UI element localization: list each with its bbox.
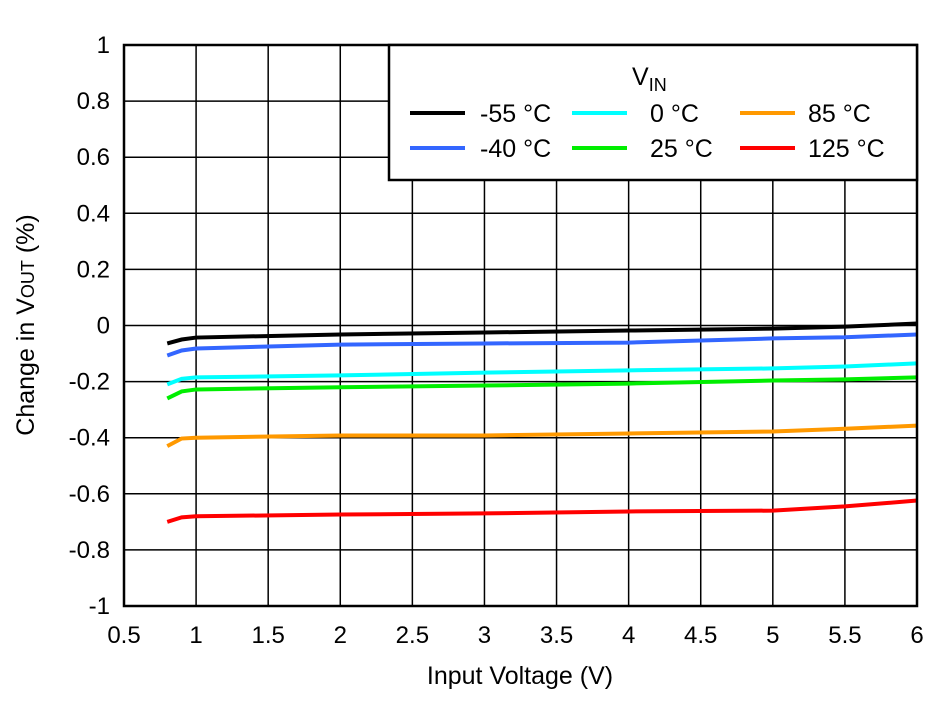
y-tick-labels: 1 0.8 0.6 0.4 0.2 0 -0.2 -0.4 -0.6 -0.8 -1 <box>69 32 110 620</box>
series-line-4 <box>166 423 918 448</box>
x-tick-label: 1 <box>189 622 202 649</box>
series-line-3 <box>166 375 918 401</box>
series-line-5 <box>166 498 918 524</box>
x-tick-label: 3 <box>478 622 491 649</box>
x-tick-label: 4.5 <box>684 622 717 649</box>
x-tick-label: 6 <box>910 622 923 649</box>
x-tick-label: 5.5 <box>828 622 861 649</box>
legend-title: VIN <box>632 63 667 95</box>
legend-entry: -55 °C <box>480 100 551 128</box>
x-tick-labels: 0.5 1 1.5 2 2.5 3 3.5 4 4.5 5 5.5 6 <box>107 622 923 649</box>
series-lines <box>166 321 918 524</box>
y-tick-label: 0.2 <box>77 256 110 283</box>
legend: VIN -55 °C -40 °C 0 °C 25 °C 85 °C 125 °C <box>387 43 919 182</box>
y-tick-label: -1 <box>89 593 110 620</box>
legend-entry: -40 °C <box>480 135 551 163</box>
series-line-0 <box>166 321 918 346</box>
x-axis-label: Input Voltage (V) <box>427 662 613 690</box>
y-tick-label: 0.6 <box>77 144 110 171</box>
x-tick-label: 1.5 <box>251 622 284 649</box>
x-tick-label: 5 <box>766 622 779 649</box>
y-tick-label: -0.2 <box>69 369 110 396</box>
y-axis-label: Change in VOUT (%) <box>12 214 40 435</box>
legend-entry: 85 °C <box>808 100 871 128</box>
y-tick-label: 1 <box>97 32 110 59</box>
series-line-1 <box>166 332 918 358</box>
legend-entry: 0 °C <box>650 100 699 128</box>
x-tick-label: 4 <box>622 622 635 649</box>
y-tick-label: -0.4 <box>69 425 110 452</box>
y-tick-label: 0 <box>97 313 110 340</box>
legend-entry: 25 °C <box>650 135 713 163</box>
x-tick-label: 2 <box>334 622 347 649</box>
x-tick-label: 0.5 <box>107 622 140 649</box>
y-tick-label: 0.4 <box>77 200 110 227</box>
x-tick-label: 2.5 <box>396 622 429 649</box>
y-tick-label: 0.8 <box>77 88 110 115</box>
series-line-2 <box>166 361 918 387</box>
y-tick-label: -0.6 <box>69 481 110 508</box>
legend-entry: 125 °C <box>808 135 885 163</box>
x-tick-label: 3.5 <box>540 622 573 649</box>
legend-box <box>387 43 919 182</box>
y-tick-label: -0.8 <box>69 537 110 564</box>
